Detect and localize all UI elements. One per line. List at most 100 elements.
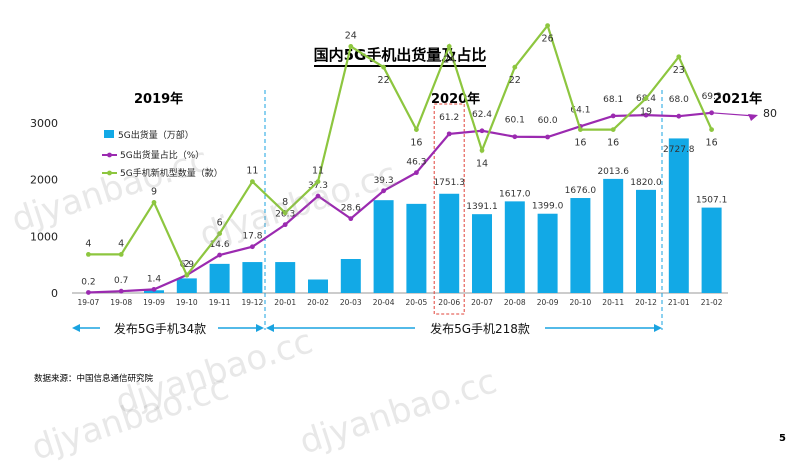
models-point: [118, 252, 124, 257]
bar-value-label: 1617.0: [499, 189, 531, 199]
x-tick-label: 21-01: [668, 298, 690, 307]
x-tick-label: 20-04: [373, 298, 395, 307]
share-value-label: 61.2: [439, 113, 459, 123]
models-value-label: 24: [345, 30, 357, 41]
x-tick-label: 20-06: [438, 298, 460, 307]
share-value-label: 68.1: [603, 95, 623, 105]
bar-value-label: 1676.0: [565, 186, 597, 196]
models-value-label: 22: [378, 75, 390, 86]
models-value-label: 26: [542, 34, 554, 45]
share-extension-arrowhead: [748, 114, 758, 121]
share-point: [676, 113, 682, 119]
x-tick-label: 20-08: [504, 298, 526, 307]
annotation-arrowhead: [266, 324, 274, 332]
models-point: [282, 210, 288, 216]
share-value-label: 28.6: [341, 204, 361, 214]
page-number: 5: [779, 433, 786, 444]
bar: [636, 189, 656, 293]
models-point: [184, 272, 190, 278]
x-tick-label: 20-12: [635, 298, 657, 307]
models-value-label: 19: [640, 106, 652, 117]
legend-label-models: 5G手机新机型数量（款）: [120, 167, 223, 179]
models-point: [709, 127, 714, 132]
models-value-label: 24: [443, 54, 455, 65]
x-tick-label: 19-12: [242, 298, 264, 307]
share-extension-label: 80: [763, 107, 777, 120]
bar-value-label: 1820.0: [630, 178, 662, 188]
share-point: [446, 131, 452, 137]
legend-label-share: 5G出货量占比（%）: [120, 149, 204, 161]
share-value-label: 69.3: [702, 92, 722, 102]
share-point: [479, 128, 485, 134]
annotation-label: 发布5G手机34款: [114, 321, 206, 336]
share-point: [414, 170, 419, 176]
bar: [209, 263, 230, 293]
share-value-label: 62.4: [472, 110, 492, 120]
models-point: [643, 96, 649, 101]
bar: [668, 138, 689, 293]
x-tick-label: 19-10: [176, 298, 198, 307]
bar: [308, 279, 328, 293]
models-point: [86, 252, 91, 257]
data-source: 数据来源：中国信息通信研究院: [34, 374, 154, 384]
x-tick-label: 20-02: [307, 298, 329, 307]
x-tick-label: 19-08: [110, 298, 132, 307]
models-point: [414, 127, 419, 132]
bar: [340, 259, 361, 293]
share-point: [282, 222, 288, 228]
legend-label-bars: 5G出货量（万部）: [118, 129, 194, 141]
models-point: [578, 127, 583, 132]
x-tick-label: 20-03: [340, 298, 362, 307]
y-tick-label: 2000: [30, 174, 58, 187]
bar-value-label: 1507.1: [696, 196, 728, 206]
x-tick-label: 19-11: [209, 298, 231, 307]
models-point: [151, 200, 157, 205]
annotation-arrowhead: [256, 324, 264, 332]
bar: [472, 214, 492, 293]
share-value-label: 46.3: [406, 158, 426, 168]
share-extension-arrow: [711, 112, 756, 117]
models-point: [545, 23, 550, 28]
models-point: [217, 231, 223, 237]
models-point: [348, 44, 354, 49]
share-value-label: 1.4: [147, 274, 162, 284]
models-point: [676, 54, 682, 60]
bar: [242, 262, 263, 293]
bar-value-label: 1391.1: [466, 202, 498, 212]
models-line: [88, 23, 713, 278]
share-value-label: 39.3: [374, 176, 394, 186]
bar: [176, 278, 197, 293]
bar: [373, 200, 394, 293]
bar: [275, 262, 296, 293]
models-point: [512, 64, 518, 70]
x-tick-label: 20-10: [570, 298, 592, 307]
models-point: [446, 44, 452, 49]
share-value-label: 37.3: [308, 181, 328, 191]
models-value-label: 2: [184, 259, 190, 270]
legend-swatch-bars: [104, 130, 114, 138]
share-point: [315, 193, 321, 199]
share-value-label: 17.8: [242, 232, 262, 242]
bar-value-label: 1399.0: [532, 202, 564, 212]
models-value-label: 16: [574, 138, 586, 149]
share-value-label: 6.9: [180, 260, 195, 270]
annotation-label: 发布5G手机218款: [430, 321, 530, 336]
models-value-label: 11: [246, 166, 258, 177]
share-point: [545, 134, 550, 140]
share-point: [86, 290, 91, 295]
bar: [570, 198, 591, 293]
models-value-label: 16: [706, 138, 718, 149]
share-point: [250, 244, 255, 250]
legend-marker-models: [107, 170, 112, 176]
year-label-2021: 2021年: [713, 92, 763, 107]
models-point: [381, 64, 386, 70]
models-point: [610, 127, 616, 132]
bar: [603, 178, 624, 293]
share-value-label: 14.6: [210, 240, 230, 250]
bar: [537, 213, 558, 293]
models-value-label: 4: [118, 238, 124, 249]
share-point: [643, 112, 649, 118]
year-label-2019: 2019年: [134, 92, 184, 107]
bar: [406, 203, 427, 293]
annotation-arrowhead: [654, 324, 662, 332]
